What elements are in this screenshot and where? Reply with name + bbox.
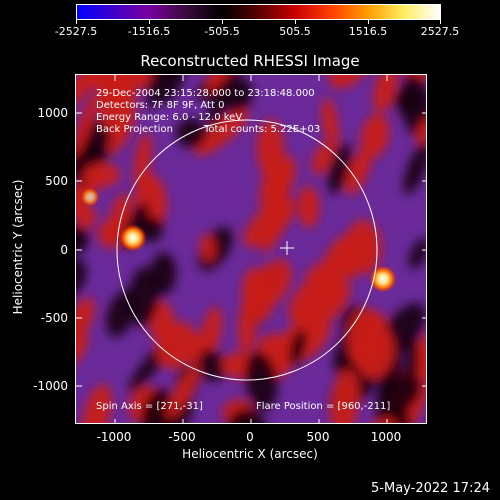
footer-date: 5-May-2022 17:24 — [371, 481, 490, 496]
emission-blob — [243, 199, 295, 248]
emission-blob — [241, 267, 274, 322]
emission-blob — [373, 75, 398, 113]
y-tick-label: 0 — [60, 243, 68, 257]
contour-blob — [289, 329, 307, 366]
emission-blob — [256, 119, 284, 178]
emission-blob — [133, 132, 152, 190]
contour-blob — [408, 238, 426, 269]
contour-blob — [244, 351, 278, 410]
colorbar-label: 2527.5 — [420, 25, 460, 38]
info-detectors: Detectors: 7F 8F 9F, Att 0 — [96, 100, 225, 111]
emission-blob — [82, 384, 112, 423]
emission-blob — [295, 279, 347, 324]
colorbar-tick — [368, 20, 369, 24]
colorbar — [76, 4, 441, 20]
y-tick-label: -500 — [40, 311, 68, 325]
x-tick-label: -500 — [168, 430, 196, 444]
emission-blob — [188, 330, 208, 366]
y-tick-label: -1000 — [33, 379, 68, 393]
emission-blob — [360, 114, 390, 158]
emission-blob — [76, 93, 98, 158]
contour-blob — [192, 348, 227, 381]
x-tick-label: -1000 — [96, 430, 132, 444]
x-tick-label: 500 — [306, 430, 330, 444]
contour-blob — [227, 408, 267, 423]
y-tick-label: 500 — [45, 174, 68, 188]
emission-blob — [413, 329, 426, 382]
emission-blob — [105, 75, 141, 107]
image-plot-area: 29-Dec-2004 23:15:28.000 to 23:18:48.000… — [75, 74, 427, 424]
info-flare-position: Flare Position = [960,-211] — [256, 401, 391, 412]
faint-source — [80, 187, 100, 207]
colorbar-tick — [76, 20, 77, 24]
contour-blob — [217, 75, 254, 112]
x-tick-label: 0 — [246, 430, 254, 444]
colorbar-label: -2527.5 — [54, 25, 98, 38]
emission-blob — [107, 118, 131, 154]
emission-blob — [199, 234, 216, 262]
image-texture — [76, 75, 426, 423]
colorbar-tick — [295, 20, 296, 24]
y-axis-label: Heliocentric Y (arcsec) — [11, 179, 25, 315]
x-axis-label: Heliocentric X (arcsec) — [182, 447, 318, 461]
colorbar-tick — [222, 20, 223, 24]
x-tick-label: 1000 — [370, 430, 402, 444]
plot-title: Reconstructed RHESSI Image — [140, 52, 360, 70]
flare-source — [369, 265, 397, 293]
contour-blob — [382, 374, 421, 415]
colorbar-tick — [440, 20, 441, 24]
colorbar-label: -505.5 — [204, 25, 240, 38]
reconstructed-image — [76, 75, 426, 423]
colorbar-label: -1516.5 — [127, 25, 171, 38]
emission-blob — [321, 97, 339, 149]
emission-blob — [76, 204, 96, 229]
contour-blob — [155, 75, 184, 104]
contour-blob — [327, 142, 351, 195]
emission-blob — [297, 186, 320, 228]
emission-blob — [345, 147, 372, 195]
emission-blob — [205, 75, 242, 92]
info-total-counts: Total counts: 5.22E+03 — [204, 124, 321, 135]
bright-source — [119, 224, 147, 252]
emission-blob — [156, 321, 197, 369]
info-energy-range: Energy Range: 6.0 - 12.0 keV — [96, 112, 243, 123]
emission-blob — [136, 75, 154, 90]
info-time-range: 29-Dec-2004 23:15:28.000 to 23:18:48.000 — [96, 88, 315, 99]
contour-blob — [128, 266, 159, 327]
emission-blob — [354, 324, 395, 379]
emission-blob — [76, 298, 95, 351]
colorbar-label: 1516.5 — [348, 25, 388, 38]
emission-blob — [416, 115, 426, 145]
emission-blob — [311, 143, 334, 175]
emission-blob — [345, 219, 382, 275]
contour-blob — [403, 141, 426, 194]
solar-limb-circle — [116, 119, 378, 381]
y-tick-label: 1000 — [37, 106, 68, 120]
emission-blob — [330, 369, 360, 423]
info-spin-axis: Spin Axis = [271,-31] — [96, 401, 203, 412]
emission-blob — [76, 75, 94, 119]
colorbar-tick — [149, 20, 150, 24]
contour-blob — [76, 227, 89, 255]
emission-blob — [166, 365, 201, 419]
info-algorithm: Back Projection — [96, 124, 173, 135]
colorbar-label: 505.5 — [279, 25, 311, 38]
emission-blob — [82, 162, 121, 188]
